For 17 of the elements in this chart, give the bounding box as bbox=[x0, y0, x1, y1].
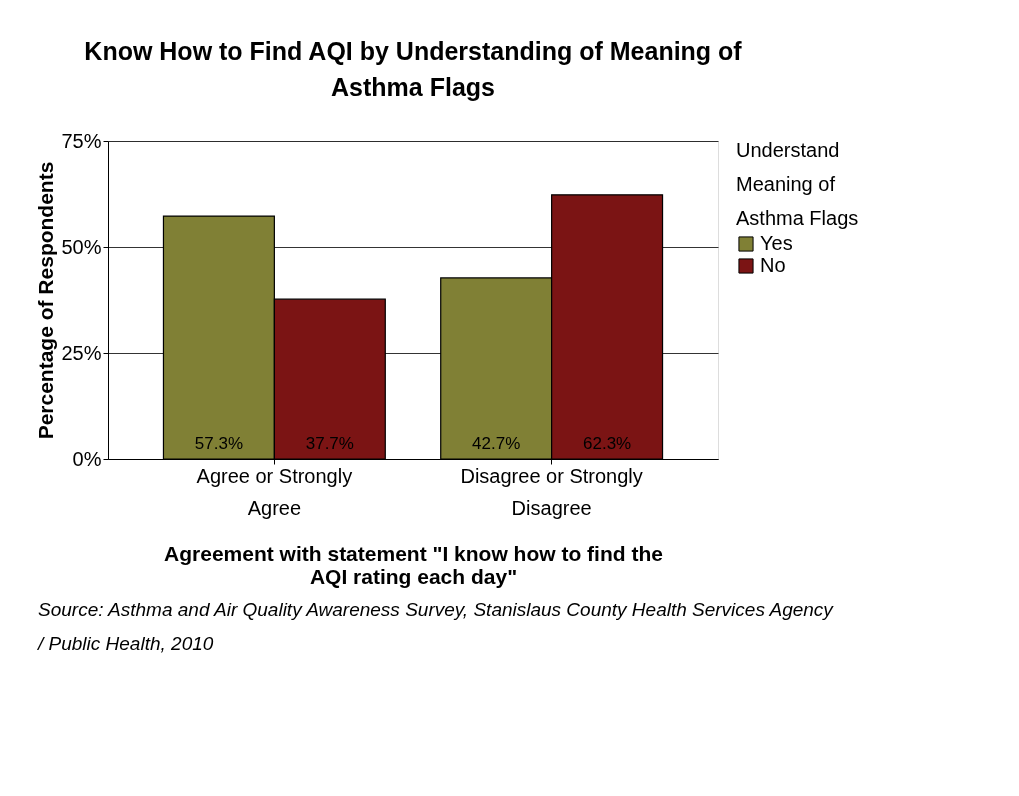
source-note: Source: Asthma and Air Quality Awareness Survey, Stanislaus County Health Services Agency / Public Health, 2010 bbox=[36, 599, 835, 654]
y-tick-label: 25% bbox=[61, 341, 102, 364]
x-tick-label: Agree or Strongly Agree bbox=[196, 464, 353, 519]
y-axis-title: Percentage of Respondents bbox=[34, 161, 58, 440]
x-axis-title: Agreement with statement "I know how to find the AQI rating each day" bbox=[164, 541, 663, 588]
data-label: 37.7% bbox=[305, 434, 354, 453]
y-tick-label: 75% bbox=[61, 129, 102, 152]
legend-label: No bbox=[760, 254, 786, 276]
legend-label: Yes bbox=[760, 232, 793, 254]
data-label: 62.3% bbox=[582, 434, 632, 453]
data-label: 57.3% bbox=[194, 434, 244, 453]
data-label: 42.7% bbox=[472, 434, 521, 453]
legend-title: Understand Meaning of Asthma Flags bbox=[736, 139, 859, 229]
chart-title: Know How to Find AQI by Understanding of Meaning of Asthma Flags bbox=[84, 37, 743, 101]
y-tick-label: 50% bbox=[61, 235, 102, 258]
y-tick-label: 0% bbox=[72, 447, 102, 470]
x-tick-label: Disagree or Strongly Disagree bbox=[460, 464, 643, 519]
